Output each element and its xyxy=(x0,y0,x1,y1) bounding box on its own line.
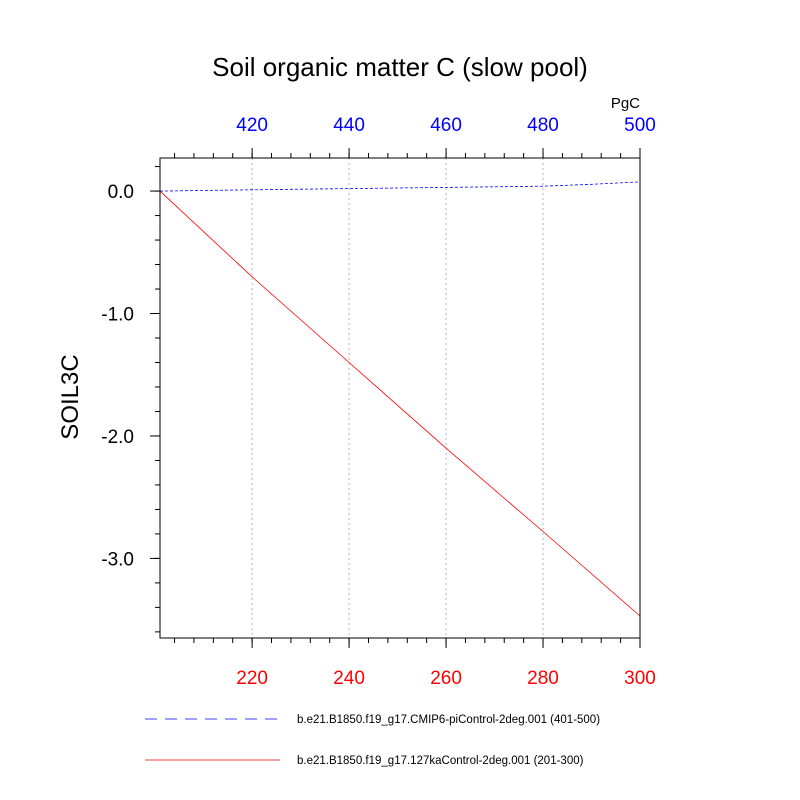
grid-layer xyxy=(251,158,544,638)
y-tick-label: -3.0 xyxy=(101,549,134,570)
bottom-tick-label: 280 xyxy=(527,668,559,689)
y-tick-label: -2.0 xyxy=(101,427,134,448)
legend-label-1: b.e21.B1850.f19_g17.CMIP6-piControl-2deg… xyxy=(297,714,600,726)
series-line-2 xyxy=(159,190,641,617)
top-tick-label: 500 xyxy=(624,115,656,136)
bottom-tick-label: 300 xyxy=(624,668,656,689)
plot-frame xyxy=(159,157,641,639)
bottom-tick-label: 220 xyxy=(236,668,268,689)
y-tick-label: 0.0 xyxy=(108,182,134,203)
top-tick-label: 480 xyxy=(527,115,559,136)
chart-title: Soil organic matter C (slow pool) xyxy=(212,52,588,82)
series-line-1 xyxy=(159,181,641,192)
tick-layer: 0.0 -1.0 -2.0 -3.0 220 240 260 280 300 420 440 460 4… xyxy=(101,115,656,689)
top-tick-label: 460 xyxy=(430,115,462,136)
top-tick-label: 420 xyxy=(236,115,268,136)
y-axis-label: SOIL3C xyxy=(57,354,84,439)
y-tick-label: -1.0 xyxy=(101,305,134,326)
legend-label-2: b.e21.B1850.f19_g17.127kaControl-2deg.00… xyxy=(297,755,584,767)
legend: b.e21.B1850.f19_g17.CMIP6-piControl-2deg… xyxy=(145,714,600,767)
series-layer xyxy=(159,181,641,617)
top-tick-label: 440 xyxy=(333,115,365,136)
bottom-tick-label: 240 xyxy=(333,668,365,689)
units-label: PgC xyxy=(611,95,640,112)
bottom-tick-label: 260 xyxy=(430,668,462,689)
